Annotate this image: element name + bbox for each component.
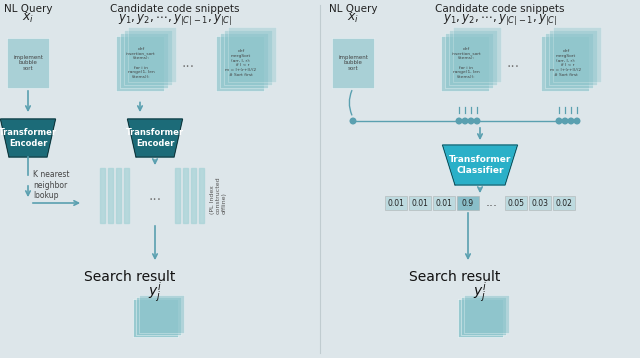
Text: $x_i$: $x_i$ [22, 12, 34, 25]
Text: (PL Index
constructed
offline): (PL Index constructed offline) [210, 177, 227, 214]
FancyBboxPatch shape [409, 196, 431, 210]
FancyBboxPatch shape [457, 196, 479, 210]
Bar [108, 168, 113, 223]
Text: NL Query: NL Query [329, 4, 377, 14]
Bar [191, 168, 196, 223]
Bar [100, 168, 105, 223]
Circle shape [467, 117, 474, 125]
Text: def
mergSort
(arr, l, r):
  if l < r
m = l+(r+l)//2
# Sort first: def mergSort (arr, l, r): if l < r m = l… [225, 49, 257, 77]
FancyBboxPatch shape [136, 297, 180, 335]
Text: $y_j^i$: $y_j^i$ [148, 280, 162, 304]
FancyBboxPatch shape [441, 35, 489, 91]
FancyBboxPatch shape [116, 35, 164, 91]
Text: 0.01: 0.01 [388, 198, 404, 208]
FancyBboxPatch shape [220, 33, 268, 87]
FancyBboxPatch shape [138, 295, 184, 333]
Polygon shape [442, 145, 518, 185]
Text: $y_1, y_2, \cdots, y_{|C|-1}, y_{|C|}$: $y_1, y_2, \cdots, y_{|C|-1}, y_{|C|}$ [118, 12, 232, 27]
Polygon shape [127, 119, 182, 157]
FancyBboxPatch shape [120, 33, 168, 87]
Text: Candidate code snippets: Candidate code snippets [435, 4, 564, 14]
FancyBboxPatch shape [224, 29, 272, 84]
Text: K nearest
neighbor
lookup: K nearest neighbor lookup [33, 170, 70, 200]
FancyBboxPatch shape [128, 26, 176, 82]
Text: def
insertion_sort
(items):

for i in
range(1, len
(items)):: def insertion_sort (items): for i in ran… [126, 47, 156, 79]
Text: Transformer
Encoder: Transformer Encoder [126, 128, 184, 148]
Circle shape [474, 117, 481, 125]
FancyBboxPatch shape [549, 29, 597, 84]
FancyBboxPatch shape [553, 26, 601, 82]
Text: ...: ... [486, 197, 498, 209]
FancyBboxPatch shape [433, 196, 455, 210]
FancyBboxPatch shape [449, 29, 497, 84]
Circle shape [456, 117, 463, 125]
FancyBboxPatch shape [124, 29, 172, 84]
Text: 0.01: 0.01 [412, 198, 428, 208]
Text: def
mergSort
(arr, l, r):
  if l < r
m = l+(r+l)//2
# Sort first: def mergSort (arr, l, r): if l < r m = l… [550, 49, 582, 77]
FancyBboxPatch shape [332, 38, 374, 88]
Text: 0.9: 0.9 [462, 198, 474, 208]
Text: ...: ... [148, 189, 161, 203]
Text: Candidate code snippets: Candidate code snippets [110, 4, 240, 14]
FancyBboxPatch shape [385, 196, 407, 210]
Text: implement
bubble
sort: implement bubble sort [338, 55, 368, 71]
Circle shape [561, 117, 568, 125]
Bar [183, 168, 188, 223]
Text: 0.02: 0.02 [556, 198, 572, 208]
FancyBboxPatch shape [458, 299, 502, 337]
FancyBboxPatch shape [463, 295, 509, 333]
Circle shape [568, 117, 575, 125]
Text: NL Query: NL Query [4, 4, 52, 14]
FancyBboxPatch shape [461, 297, 506, 335]
Text: $x_i$: $x_i$ [347, 12, 359, 25]
Text: ...: ... [181, 56, 195, 70]
Text: Search result: Search result [410, 270, 500, 284]
Bar [199, 168, 204, 223]
FancyBboxPatch shape [445, 33, 493, 87]
Circle shape [461, 117, 468, 125]
Text: Transformer
Classifier: Transformer Classifier [449, 155, 511, 175]
Bar [175, 168, 180, 223]
FancyBboxPatch shape [228, 26, 276, 82]
FancyBboxPatch shape [545, 33, 593, 87]
FancyBboxPatch shape [505, 196, 527, 210]
Text: 0.01: 0.01 [436, 198, 452, 208]
Text: Transformer
Encoder: Transformer Encoder [0, 128, 57, 148]
Text: def
insertion_sort
(items):

for i in
range(1, len
(items)):: def insertion_sort (items): for i in ran… [451, 47, 481, 79]
Circle shape [349, 117, 356, 125]
FancyBboxPatch shape [132, 299, 177, 337]
FancyBboxPatch shape [529, 196, 551, 210]
Text: $y_1, y_2, \cdots, y_{|C|-1}, y_{|C|}$: $y_1, y_2, \cdots, y_{|C|-1}, y_{|C|}$ [443, 12, 557, 27]
Text: ...: ... [506, 56, 520, 70]
Text: Search result: Search result [84, 270, 176, 284]
Text: $y_j^i$: $y_j^i$ [473, 280, 487, 304]
FancyBboxPatch shape [453, 26, 501, 82]
Bar [116, 168, 121, 223]
Text: implement
bubble
sort: implement bubble sort [13, 55, 43, 71]
Circle shape [556, 117, 563, 125]
FancyBboxPatch shape [7, 38, 49, 88]
Bar [124, 168, 129, 223]
Text: 0.05: 0.05 [508, 198, 525, 208]
FancyBboxPatch shape [216, 35, 264, 91]
FancyBboxPatch shape [553, 196, 575, 210]
Circle shape [573, 117, 580, 125]
FancyBboxPatch shape [541, 35, 589, 91]
Polygon shape [1, 119, 56, 157]
Text: 0.03: 0.03 [531, 198, 548, 208]
